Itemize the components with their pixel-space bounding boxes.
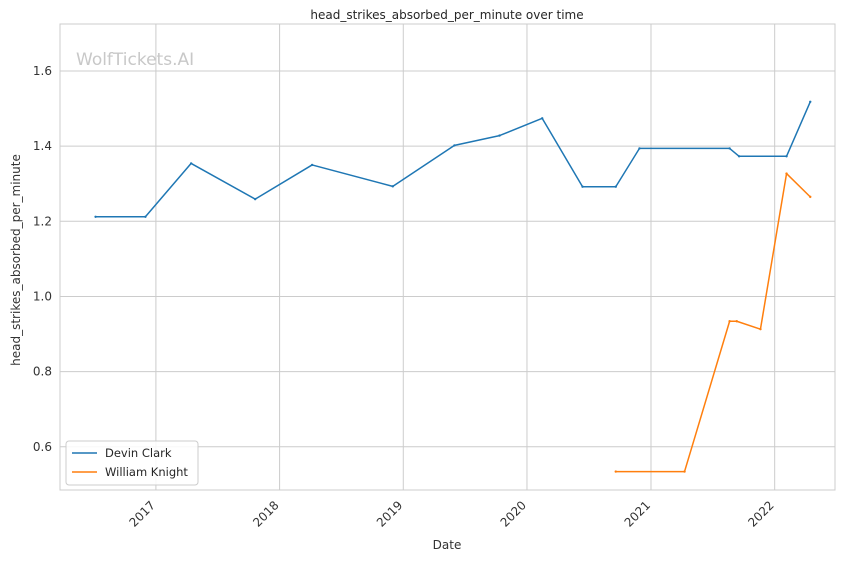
- series-line-devin-clark: [95, 101, 811, 218]
- data-point-devin-clark: [453, 144, 456, 147]
- data-point-devin-clark: [391, 185, 394, 188]
- data-point-devin-clark: [737, 155, 741, 158]
- data-point-william-knight: [683, 470, 686, 473]
- data-point-william-knight: [728, 320, 731, 323]
- data-point-william-knight: [809, 195, 812, 199]
- data-point-william-knight: [614, 470, 617, 473]
- data-point-devin-clark: [728, 147, 731, 150]
- series-devin-clark: [94, 100, 812, 218]
- legend: Devin Clark William Knight: [65, 440, 199, 486]
- data-point-devin-clark: [310, 163, 314, 167]
- plot-frame: [59, 23, 836, 491]
- legend-label-devin-clark: Devin Clark: [105, 446, 172, 460]
- y-tick-label: 1.2: [33, 214, 52, 228]
- y-tick-label: 0.6: [33, 440, 52, 454]
- data-point-devin-clark: [189, 162, 193, 165]
- data-point-william-knight: [735, 320, 738, 323]
- data-point-devin-clark: [541, 117, 544, 120]
- chart-title: head_strikes_absorbed_per_minute over ti…: [310, 8, 583, 22]
- data-point-devin-clark: [94, 215, 97, 218]
- y-tick-label: 1.6: [33, 64, 52, 78]
- series-layer: [94, 100, 812, 473]
- data-point-william-knight: [759, 327, 762, 331]
- data-point-devin-clark: [253, 197, 257, 201]
- data-point-devin-clark: [638, 147, 641, 150]
- legend-label-william-knight: William Knight: [105, 465, 188, 479]
- y-tick-labels: 0.6 0.8 1.0 1.2 1.4 1.6: [33, 64, 52, 454]
- plot-area: [60, 24, 835, 490]
- x-gridlines: [155, 24, 776, 490]
- data-point-devin-clark: [581, 185, 584, 188]
- y-tick-label: 0.8: [33, 365, 52, 379]
- y-axis-label: head_strikes_absorbed_per_minute: [9, 154, 23, 366]
- legend-box: [65, 440, 199, 486]
- y-tick-label: 1.0: [33, 289, 52, 303]
- y-tick-label: 1.4: [33, 139, 52, 153]
- data-point-devin-clark: [809, 100, 812, 103]
- x-axis-label: Date: [433, 538, 462, 552]
- data-point-devin-clark: [498, 134, 501, 137]
- data-point-devin-clark: [785, 155, 788, 158]
- data-point-william-knight: [785, 172, 788, 175]
- data-point-devin-clark: [144, 215, 147, 218]
- data-point-devin-clark: [614, 185, 617, 188]
- series-william-knight: [614, 172, 812, 473]
- watermark: WolfTickets.AI: [76, 50, 194, 70]
